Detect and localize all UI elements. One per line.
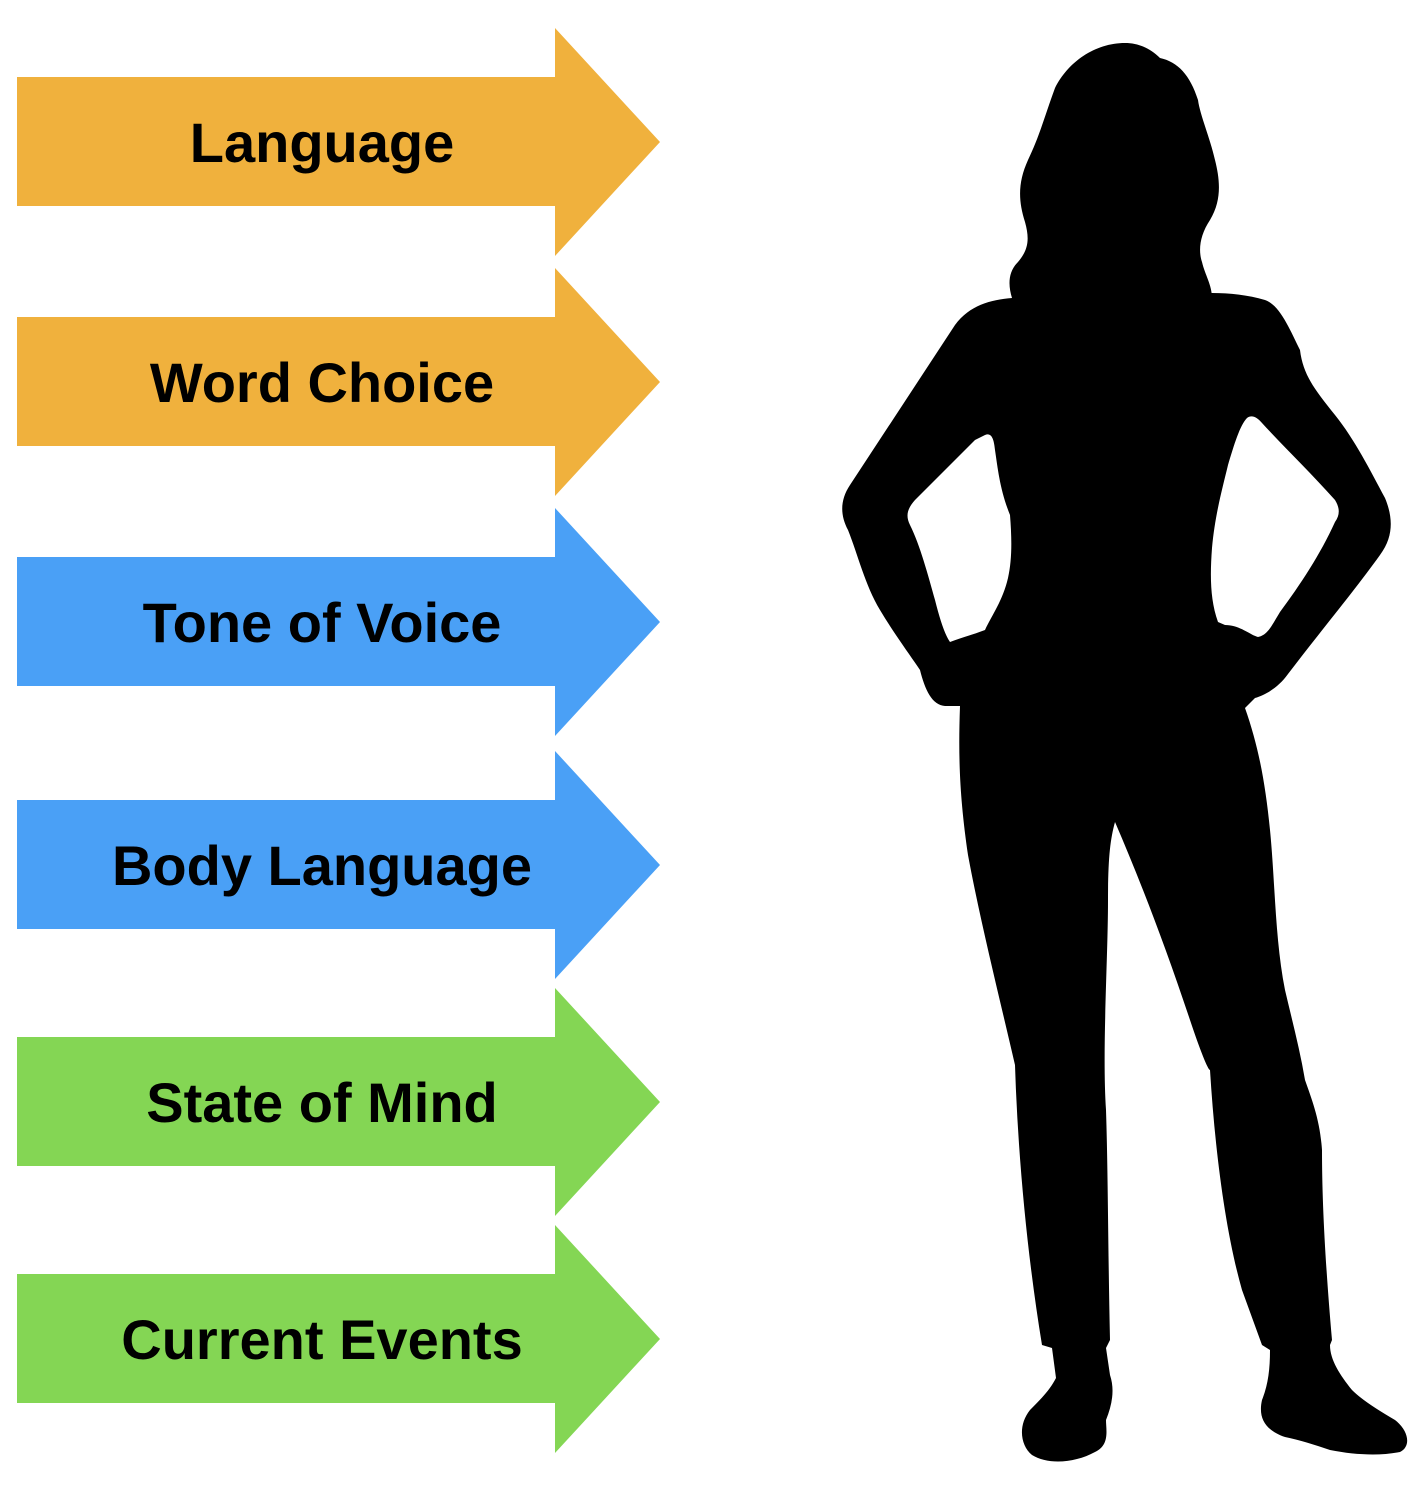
arrow-list: Language Word Choice Tone of Voice Body … bbox=[17, 28, 660, 1453]
arrow-word-choice: Word Choice bbox=[17, 268, 660, 496]
arrow-label: Tone of Voice bbox=[143, 591, 502, 654]
arrow-label: Word Choice bbox=[150, 351, 494, 414]
arrow-state-of-mind: State of Mind bbox=[17, 988, 660, 1216]
arrow-shape bbox=[17, 751, 660, 979]
woman-silhouette-icon bbox=[842, 43, 1408, 1462]
arrow-label: Current Events bbox=[121, 1308, 522, 1371]
arrow-label: State of Mind bbox=[146, 1071, 498, 1134]
arrow-label: Body Language bbox=[112, 834, 532, 897]
arrow-shape bbox=[17, 268, 660, 496]
arrow-shape bbox=[17, 28, 660, 256]
arrow-current-events: Current Events bbox=[17, 1225, 660, 1453]
arrow-language: Language bbox=[17, 28, 660, 256]
arrow-body-language: Body Language bbox=[17, 751, 660, 979]
body-shape bbox=[842, 293, 1408, 1462]
arrow-tone-of-voice: Tone of Voice bbox=[17, 508, 660, 736]
arrow-shape bbox=[17, 508, 660, 736]
arrow-label: Language bbox=[190, 111, 454, 174]
arrow-shape bbox=[17, 988, 660, 1216]
arrow-shape bbox=[17, 1225, 660, 1453]
hair-head-shape bbox=[1009, 43, 1219, 298]
